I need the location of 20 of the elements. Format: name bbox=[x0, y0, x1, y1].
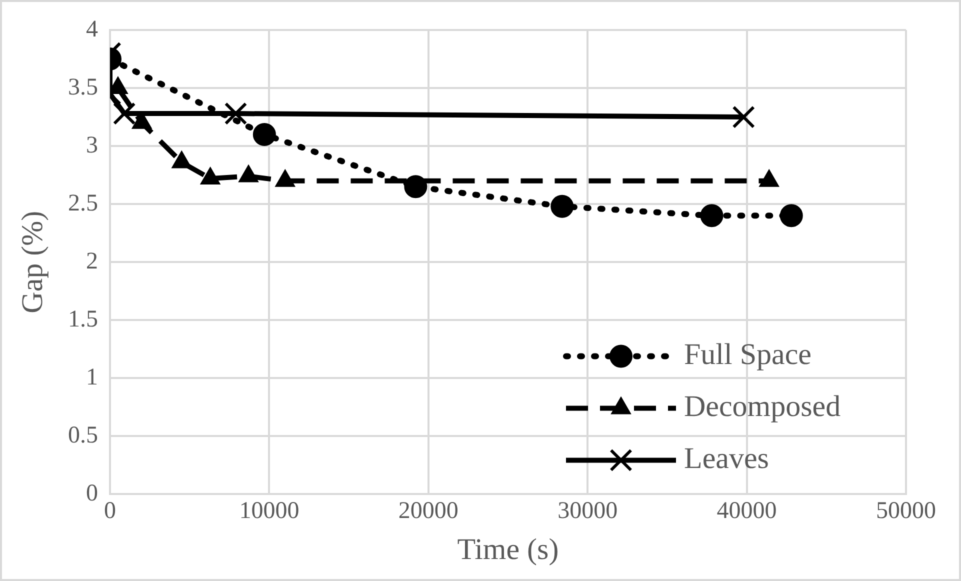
x-axis-title: Time (s) bbox=[457, 532, 559, 566]
y-tick-label: 2 bbox=[86, 248, 98, 274]
x-tick-label: 20000 bbox=[398, 498, 458, 524]
y-axis-title: Gap (%) bbox=[16, 210, 49, 314]
y-tick-label: 3.5 bbox=[68, 74, 98, 100]
legend-label: Decomposed bbox=[684, 390, 841, 424]
x-tick-label: 40000 bbox=[716, 498, 777, 524]
y-tick-label: 0 bbox=[86, 480, 98, 506]
x-tick-label: 30000 bbox=[558, 498, 618, 524]
y-tick-label: 1.5 bbox=[68, 306, 98, 332]
y-tick-label: 2.5 bbox=[68, 190, 98, 216]
x-tick-label: 50000 bbox=[876, 498, 936, 524]
y-tick-label: 1 bbox=[86, 364, 98, 390]
y-tick-label: 3 bbox=[86, 132, 98, 158]
x-tick-label: 0 bbox=[104, 498, 116, 524]
x-tick-label: 10000 bbox=[239, 498, 300, 524]
legend-label: Full Space bbox=[684, 338, 812, 372]
y-tick-label: 0.5 bbox=[68, 422, 98, 448]
legend-label: Leaves bbox=[684, 442, 769, 476]
y-tick-label: 4 bbox=[86, 16, 98, 42]
